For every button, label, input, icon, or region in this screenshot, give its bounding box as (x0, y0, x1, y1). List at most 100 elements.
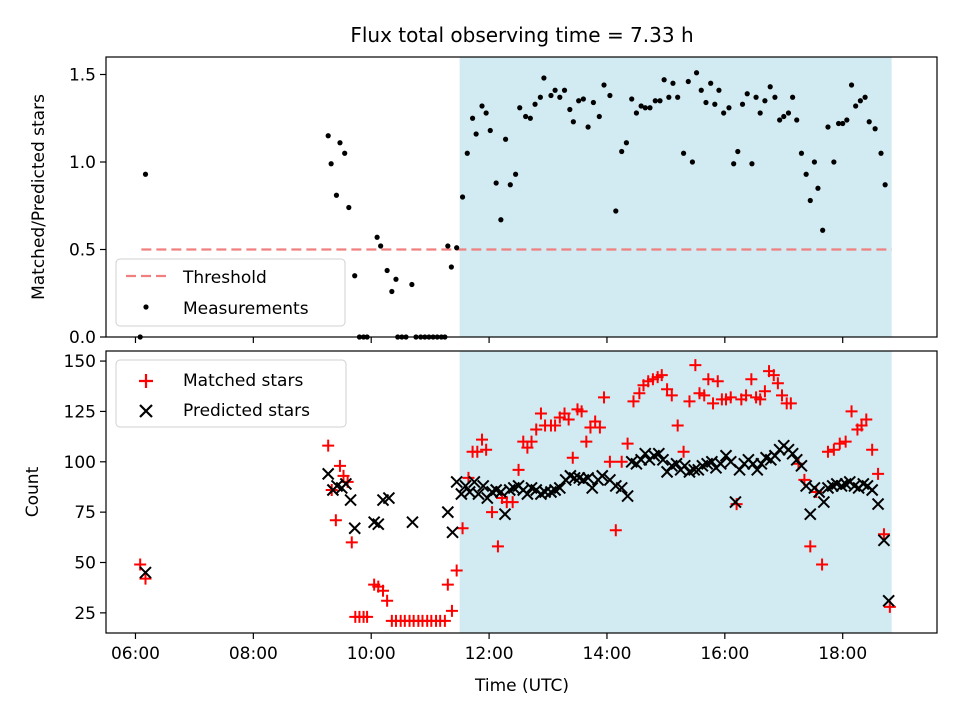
measurement-point (454, 245, 460, 251)
measurement-point (570, 119, 576, 125)
measurement-point (739, 101, 746, 107)
predicted-star-point (476, 479, 490, 493)
matched-star-point (530, 423, 543, 436)
matched-star-point (486, 506, 499, 519)
matched-star-point (754, 393, 767, 406)
measurement-point (803, 171, 809, 177)
bottom-legend-box (115, 359, 347, 428)
bottom-legend: Matched stars Predicted stars (115, 359, 347, 428)
measurement-point (409, 281, 415, 288)
matched-star-point (438, 614, 451, 627)
xtick-label: 14:00 (582, 644, 631, 664)
matched-star-point (562, 413, 575, 426)
matched-star-point (855, 419, 868, 432)
measurement-point (517, 105, 523, 111)
measurement-point (882, 182, 888, 188)
measurement-point (378, 243, 384, 249)
matched-star-point (627, 395, 640, 408)
matched-star-point (345, 536, 358, 549)
matched-star-point (566, 451, 579, 464)
matched-star-point (558, 407, 571, 420)
measurement-point (735, 148, 741, 155)
top-ytick-label: 0.0 (69, 328, 96, 348)
measurement-point (712, 101, 718, 107)
measurement-point (689, 159, 696, 165)
measurement-point (807, 197, 813, 204)
measurement-point (576, 98, 582, 104)
predicted-star-point (714, 457, 727, 471)
legend-threshold-label: Threshold (182, 268, 267, 288)
predicted-star-point (687, 463, 701, 477)
matched-star-point (702, 373, 715, 386)
matched-star-point (661, 383, 674, 396)
measurement-point (552, 87, 558, 93)
predicted-star-point (446, 526, 459, 539)
measurement-point (726, 105, 732, 111)
matched-star-point (615, 455, 628, 468)
measurement-point (857, 98, 863, 104)
measurement-point (862, 94, 868, 100)
matched-star-point (575, 405, 588, 418)
matched-star-point (361, 610, 374, 623)
predicted-star-point (621, 489, 634, 503)
measurement-point (483, 110, 489, 116)
measurement-point (866, 119, 872, 125)
matched-star-point (377, 584, 389, 597)
matched-star-point (598, 391, 611, 404)
bottom-y-axis-label: Count (23, 466, 43, 517)
measurement-point (393, 276, 399, 282)
top-legend-box (115, 258, 346, 327)
predicted-star-point (406, 516, 419, 529)
measurement-point (820, 227, 826, 233)
legend-matched-label: Matched stars (183, 371, 303, 391)
measurement-point (811, 159, 818, 165)
predicted-star-point (538, 485, 552, 499)
predicted-star-point (817, 495, 831, 509)
measurement-point (777, 117, 783, 123)
matched-star-point (534, 407, 547, 420)
legend-matched-swatch (139, 374, 153, 388)
measurement-point (619, 148, 625, 155)
matched-star-point (480, 443, 493, 456)
measurement-point (493, 180, 499, 186)
predicted-star-point (339, 477, 353, 491)
measurement-point (532, 101, 538, 107)
matched-star-point (580, 435, 593, 448)
matched-star-point (633, 387, 646, 400)
measurement-point (675, 94, 681, 100)
matched-star-point (804, 540, 817, 553)
measurement-point (537, 94, 543, 100)
matched-star-point (711, 375, 724, 388)
measurement-point (680, 150, 687, 156)
matched-star-point (860, 413, 873, 426)
matched-star-point (689, 359, 702, 372)
matched-star-point (740, 389, 753, 402)
predicted-star-point (521, 487, 534, 501)
top-axes-frame (105, 56, 938, 338)
matched-star-point (512, 463, 525, 476)
predicted-star-point (786, 447, 799, 460)
matched-star-point (329, 514, 342, 527)
matched-star-point (337, 469, 350, 482)
top-y-axis-label: Matched/Predicted stars (29, 94, 49, 300)
measurement-point (527, 115, 533, 121)
matched-star-point (724, 391, 737, 404)
measurement-point (790, 94, 796, 100)
predicted-star-point (652, 447, 666, 460)
measurement-point (661, 77, 667, 83)
measurement-point (445, 243, 451, 249)
matched-star-point (707, 397, 720, 410)
matched-star-point (833, 437, 846, 450)
matched-star-point (698, 389, 711, 402)
matched-star-point (333, 459, 346, 472)
predicted-star-point (877, 534, 891, 547)
legend-measurements-swatch (143, 304, 149, 310)
bottom-ytick-label: 25 (74, 604, 96, 624)
measurement-point (647, 105, 653, 111)
measurement-point (548, 92, 554, 99)
matched-star-point (609, 524, 622, 537)
measurement-point (633, 110, 640, 116)
measurement-point (384, 267, 390, 274)
predicted-star-point (586, 481, 599, 495)
predicted-star-point (882, 594, 895, 607)
